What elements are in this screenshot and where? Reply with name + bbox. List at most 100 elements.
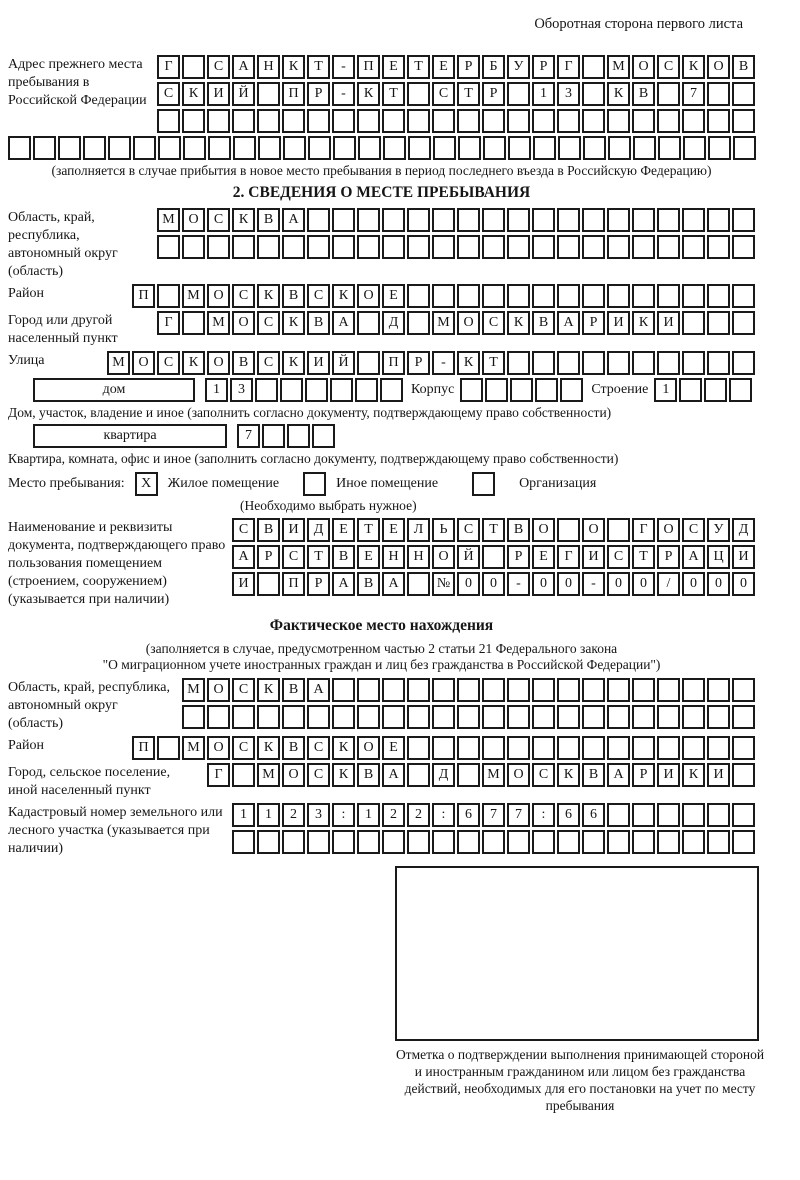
char-cell — [732, 284, 755, 308]
char-cell: 1 — [654, 378, 678, 402]
char-cell — [682, 235, 705, 259]
char-cell: К — [632, 311, 655, 335]
char-cell — [607, 109, 630, 133]
char-cell — [507, 284, 530, 308]
char-cell: Р — [507, 545, 530, 569]
char-cell: 0 — [532, 572, 555, 596]
apartment-cells: 7 — [237, 424, 335, 448]
char-cell — [432, 678, 455, 702]
char-cell: О — [432, 545, 455, 569]
char-cell — [632, 678, 655, 702]
char-cell — [707, 830, 730, 854]
char-cell — [732, 830, 755, 854]
char-cell — [632, 235, 655, 259]
char-cell: С — [657, 55, 680, 79]
char-cell — [157, 284, 180, 308]
char-cell — [157, 109, 180, 133]
option-residential-label: Жилое помещение — [167, 476, 280, 491]
char-cell — [382, 705, 405, 729]
char-cell — [607, 803, 630, 827]
char-cell: И — [657, 311, 680, 335]
char-cell: О — [207, 284, 230, 308]
char-cell — [355, 378, 378, 402]
char-cell — [607, 284, 630, 308]
char-cell — [408, 136, 431, 160]
char-cell: Р — [657, 545, 680, 569]
char-cell — [382, 208, 405, 232]
char-cell: С — [432, 82, 455, 106]
char-cell — [582, 736, 605, 760]
char-cell — [207, 109, 230, 133]
char-cell: Р — [582, 311, 605, 335]
char-cell: П — [282, 572, 305, 596]
char-cell: Т — [407, 55, 430, 79]
char-cell: С — [207, 208, 230, 232]
char-cell: И — [582, 545, 605, 569]
char-cell — [282, 705, 305, 729]
char-cell — [332, 235, 355, 259]
char-cell: П — [282, 82, 305, 106]
region-block: Область, край, республика, автономный ок… — [8, 208, 755, 281]
char-cell: К — [357, 82, 380, 106]
char-cell — [482, 830, 505, 854]
char-cell — [657, 830, 680, 854]
char-cell: Д — [382, 311, 405, 335]
char-cell: М — [182, 736, 205, 760]
char-cell — [380, 378, 403, 402]
char-cell: М — [107, 351, 130, 375]
char-cell: С — [482, 311, 505, 335]
char-cell: Н — [407, 545, 430, 569]
place-type-note: (Необходимо выбрать нужное) — [240, 498, 417, 513]
char-cell: Р — [307, 82, 330, 106]
char-cell — [607, 736, 630, 760]
char-cell — [682, 678, 705, 702]
char-cell: О — [357, 284, 380, 308]
char-cell: С — [682, 518, 705, 542]
char-cell — [357, 311, 380, 335]
char-cell: Т — [632, 545, 655, 569]
char-cell: М — [157, 208, 180, 232]
char-cell: В — [282, 678, 305, 702]
actual-city-block: Город, сельское поселение, иной населенн… — [8, 763, 755, 800]
char-cell — [307, 109, 330, 133]
char-cell — [283, 136, 306, 160]
char-cell — [307, 235, 330, 259]
char-cell — [582, 82, 605, 106]
street-label: Улица — [8, 353, 45, 368]
char-cell: Л — [407, 518, 430, 542]
char-cell: В — [632, 82, 655, 106]
char-cell — [232, 830, 255, 854]
char-cell: Е — [332, 518, 355, 542]
cadastral-label: Кадастровый номер земельного или лесного… — [8, 805, 223, 856]
char-cell — [8, 136, 31, 160]
char-cell — [182, 705, 205, 729]
char-cell — [108, 136, 131, 160]
char-cell — [607, 830, 630, 854]
char-cell — [332, 678, 355, 702]
char-cell: А — [682, 545, 705, 569]
char-cell: К — [182, 351, 205, 375]
char-cell: И — [207, 82, 230, 106]
char-cell — [532, 208, 555, 232]
char-cell: Р — [457, 55, 480, 79]
char-cell: Р — [257, 545, 280, 569]
char-cell — [732, 678, 755, 702]
char-cell — [532, 830, 555, 854]
char-cell: С — [257, 351, 280, 375]
char-cell — [432, 109, 455, 133]
char-cell: 0 — [482, 572, 505, 596]
char-cell — [729, 378, 753, 402]
page-title: Оборотная сторона первого листа — [534, 16, 743, 32]
char-cell — [232, 763, 255, 787]
char-cell — [657, 678, 680, 702]
char-cell — [507, 235, 530, 259]
stamp-caption: Отметка о подтверждении выполнения прини… — [395, 1047, 765, 1113]
char-cell: В — [732, 55, 755, 79]
checkbox-organization — [472, 472, 496, 496]
char-cell: В — [332, 545, 355, 569]
char-cell — [679, 378, 703, 402]
